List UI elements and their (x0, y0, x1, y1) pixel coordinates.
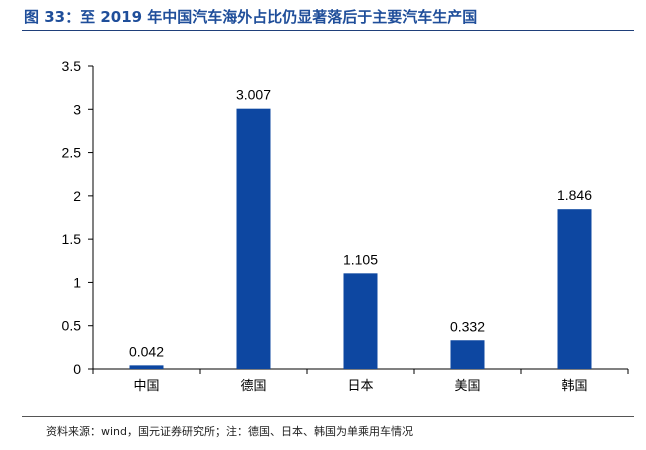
bar (236, 108, 271, 369)
y-tick-label: 1.5 (62, 231, 82, 247)
x-category-label: 日本 (347, 379, 373, 394)
figure-title: 图 33：至 2019 年中国汽车海外占比仍显著落后于主要汽车生产国 (24, 8, 478, 26)
x-category-label: 韩国 (561, 379, 587, 394)
chart-axes: 0 0.5 1 1.5 2 2.5 3 3.5 (62, 58, 629, 377)
data-label: 1.846 (557, 187, 592, 203)
chart-labels: 0.042 中国 3.007 德国 1.105 日本 0.332 美国 1.846 韩国 (129, 87, 592, 394)
bar-chart: 00.511.522.533.5 0.042中国3.007德国1.105日本0.… (62, 58, 629, 394)
footer-divider (22, 416, 634, 417)
title-divider (22, 30, 634, 31)
y-tick-label: 3 (73, 101, 81, 117)
bar (557, 209, 592, 369)
data-label: 0.332 (450, 318, 485, 334)
chart-bars (129, 108, 592, 369)
y-tick-label: 3.5 (62, 58, 82, 74)
bar (129, 365, 164, 369)
x-category-label: 美国 (454, 379, 480, 394)
y-tick-label: 0.5 (62, 318, 82, 334)
y-tick-label: 2.5 (62, 145, 82, 161)
bar (343, 273, 378, 369)
y-tick-label: 2 (73, 188, 81, 204)
data-label: 3.007 (236, 87, 271, 103)
data-label: 1.105 (343, 251, 378, 267)
bar (450, 340, 485, 369)
x-category-label: 中国 (133, 379, 159, 394)
source-note: 资料来源：wind，国元证券研究所；注：德国、日本、韩国为单乘用车情况 (46, 425, 414, 438)
x-category-label: 德国 (240, 379, 266, 394)
y-tick-label: 0 (73, 361, 81, 377)
y-tick-label: 1 (73, 274, 81, 290)
data-label: 0.042 (129, 343, 164, 359)
